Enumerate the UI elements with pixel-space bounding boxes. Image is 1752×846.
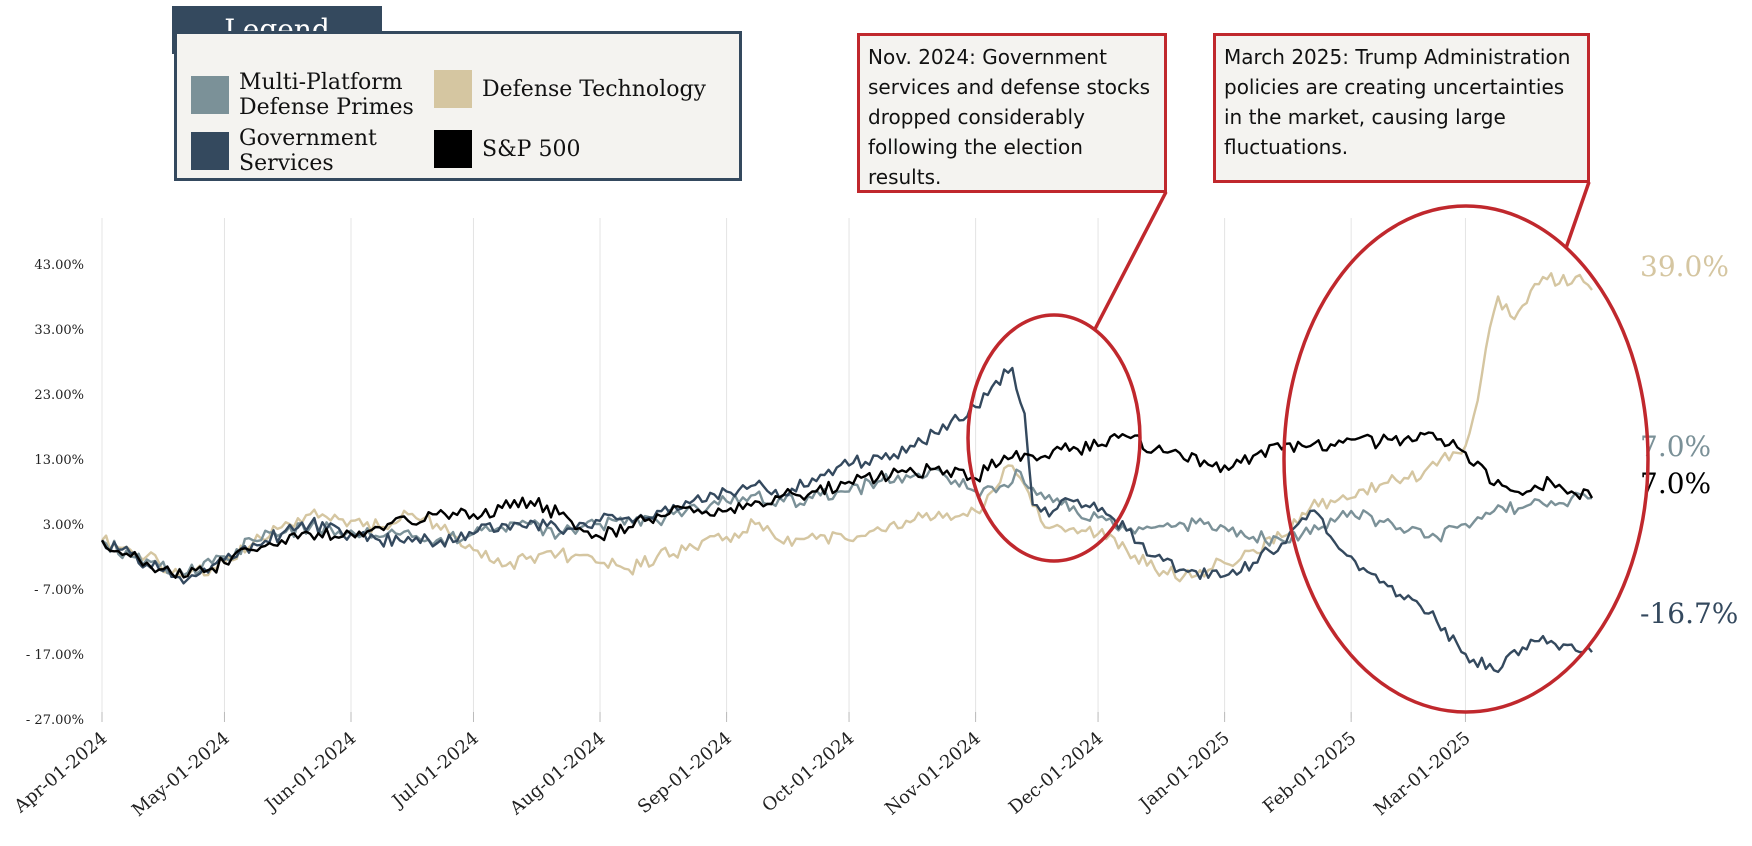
legend-label-sp500: S&P 500 <box>482 136 581 162</box>
y-tick-label: 33.00% <box>34 323 84 338</box>
y-tick-label: - 17.00% <box>26 648 84 663</box>
annotation-march-2025: March 2025: Trump Administration policie… <box>1213 33 1590 183</box>
highlight-ellipse-march-2025 <box>1282 204 1650 714</box>
x-tick-label: Jan-01-2025 <box>1134 728 1234 816</box>
annotation-nov-2024: Nov. 2024: Government services and defen… <box>857 33 1167 193</box>
callout-connector-march-2025 <box>1564 181 1591 249</box>
y-tick-label: 23.00% <box>34 388 84 403</box>
series-line-1 <box>101 467 1593 578</box>
series-line-0 <box>101 272 1593 583</box>
end-label-2: -16.7% <box>1640 597 1738 630</box>
legend-swatch-sp500 <box>434 130 472 168</box>
end-value-labels: 39.0% 7.0% -16.7% 7.0% <box>1640 250 1738 630</box>
series-line-2 <box>100 366 1593 674</box>
end-label-3: 7.0% <box>1640 467 1711 500</box>
x-tick-label: Jul-01-2024 <box>387 728 483 813</box>
x-tick-label: Jun-01-2024 <box>260 728 360 817</box>
x-axis-ticks: Apr-01-2024 May-01-2024 Jun-01-2024 Jul-01-… <box>10 728 1475 821</box>
legend-label-defense-tech: Defense Technology <box>482 76 706 102</box>
legend-swatch-gov-services <box>191 132 229 170</box>
legend: Multi-Platform Defense Primes Defense Te… <box>174 31 742 181</box>
end-label-1: 7.0% <box>1640 430 1711 463</box>
y-axis-ticks: 43.00% 33.00% 23.00% 13.00% 3.00% - 7.00% - 17… <box>26 258 84 728</box>
x-tick-label: Feb-01-2025 <box>1259 728 1360 818</box>
x-tick-label: Nov-01-2024 <box>881 728 985 820</box>
x-gridlines <box>101 218 1466 722</box>
legend-swatch-defense-tech <box>434 70 472 108</box>
x-tick-label: Mar-01-2025 <box>1370 728 1474 820</box>
series-lines <box>100 272 1594 674</box>
y-tick-label: - 27.00% <box>26 713 84 728</box>
legend-label-gov-services: Government Services <box>239 126 377 176</box>
y-tick-label: 3.00% <box>43 518 84 533</box>
y-tick-label: - 7.00% <box>34 583 84 598</box>
x-tick-label: Sep-01-2024 <box>634 728 736 818</box>
highlight-ellipse-nov-2024 <box>966 313 1142 563</box>
end-label-0: 39.0% <box>1640 250 1729 283</box>
x-tick-label: Dec-01-2024 <box>1005 728 1107 819</box>
series-line-3 <box>100 431 1594 579</box>
legend-label-primes: Multi-Platform Defense Primes <box>239 70 414 120</box>
y-tick-label: 43.00% <box>34 258 84 273</box>
callout-connector-nov-2024 <box>1093 191 1168 330</box>
legend-item-sp500: S&P 500 <box>434 130 580 168</box>
x-tick-label: Aug-01-2024 <box>505 728 609 820</box>
legend-item-primes: Multi-Platform Defense Primes <box>191 70 414 120</box>
legend-item-defense-tech: Defense Technology <box>434 70 706 108</box>
highlight-ellipses <box>966 181 1650 714</box>
y-tick-label: 13.00% <box>34 453 84 468</box>
x-tick-label: Oct-01-2024 <box>758 728 858 817</box>
legend-swatch-primes <box>191 76 229 114</box>
x-tick-label: Apr-01-2024 <box>10 728 112 818</box>
legend-item-gov-services: Government Services <box>191 126 377 176</box>
x-tick-label: May-01-2024 <box>128 728 234 821</box>
